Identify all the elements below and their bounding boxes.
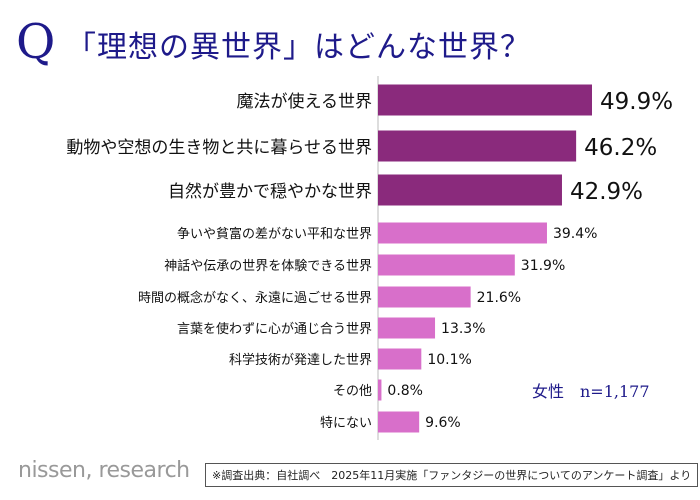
category-label: 魔法が使える世界 [237,91,373,112]
data-label: 21.6% [477,290,521,306]
data-label: 0.8% [387,383,423,399]
bar [378,174,562,206]
q-mark: Q [16,14,56,70]
category-label: 時間の概念がなく、永遠に過ごせる世界 [138,290,372,306]
data-label: 39.4% [553,226,597,242]
brand-logo: nissen, research [18,458,190,483]
bar [378,411,420,433]
chart-title: 「理想の異世界」はどんな世界？ [66,30,531,65]
data-label: 49.9% [600,89,673,115]
bar [378,317,436,339]
bar [378,379,382,401]
category-label: 科学技術が発達した世界 [229,352,372,368]
category-label: 神話や伝承の世界を体験できる世界 [164,258,372,274]
sample-note: 女性 n=1,177 [532,382,650,401]
data-label: 31.9% [521,258,565,274]
bar [378,254,515,276]
bar [378,222,547,244]
bar [378,130,577,162]
data-label: 10.1% [427,352,471,368]
data-label: 42.9% [570,179,643,205]
bar [378,84,592,116]
bar [378,348,422,370]
source-note: ※調査出典：自社調べ 2025年11月実施「ファンタジーの世界についてのアンケー… [205,463,699,487]
category-label: その他 [333,384,372,399]
bar [378,286,471,308]
category-label: 自然が豊かで穏やかな世界 [168,182,372,202]
category-label: 争いや貧富の差がない平和な世界 [177,226,372,242]
category-label: 言葉を使わずに心が通じ合う世界 [177,321,372,337]
category-label: 動物や空想の生き物と共に暮らせる世界 [66,138,372,158]
data-label: 13.3% [441,321,485,337]
data-label: 46.2% [584,135,657,161]
category-label: 特にない [320,416,372,431]
data-label: 9.6% [425,415,461,431]
